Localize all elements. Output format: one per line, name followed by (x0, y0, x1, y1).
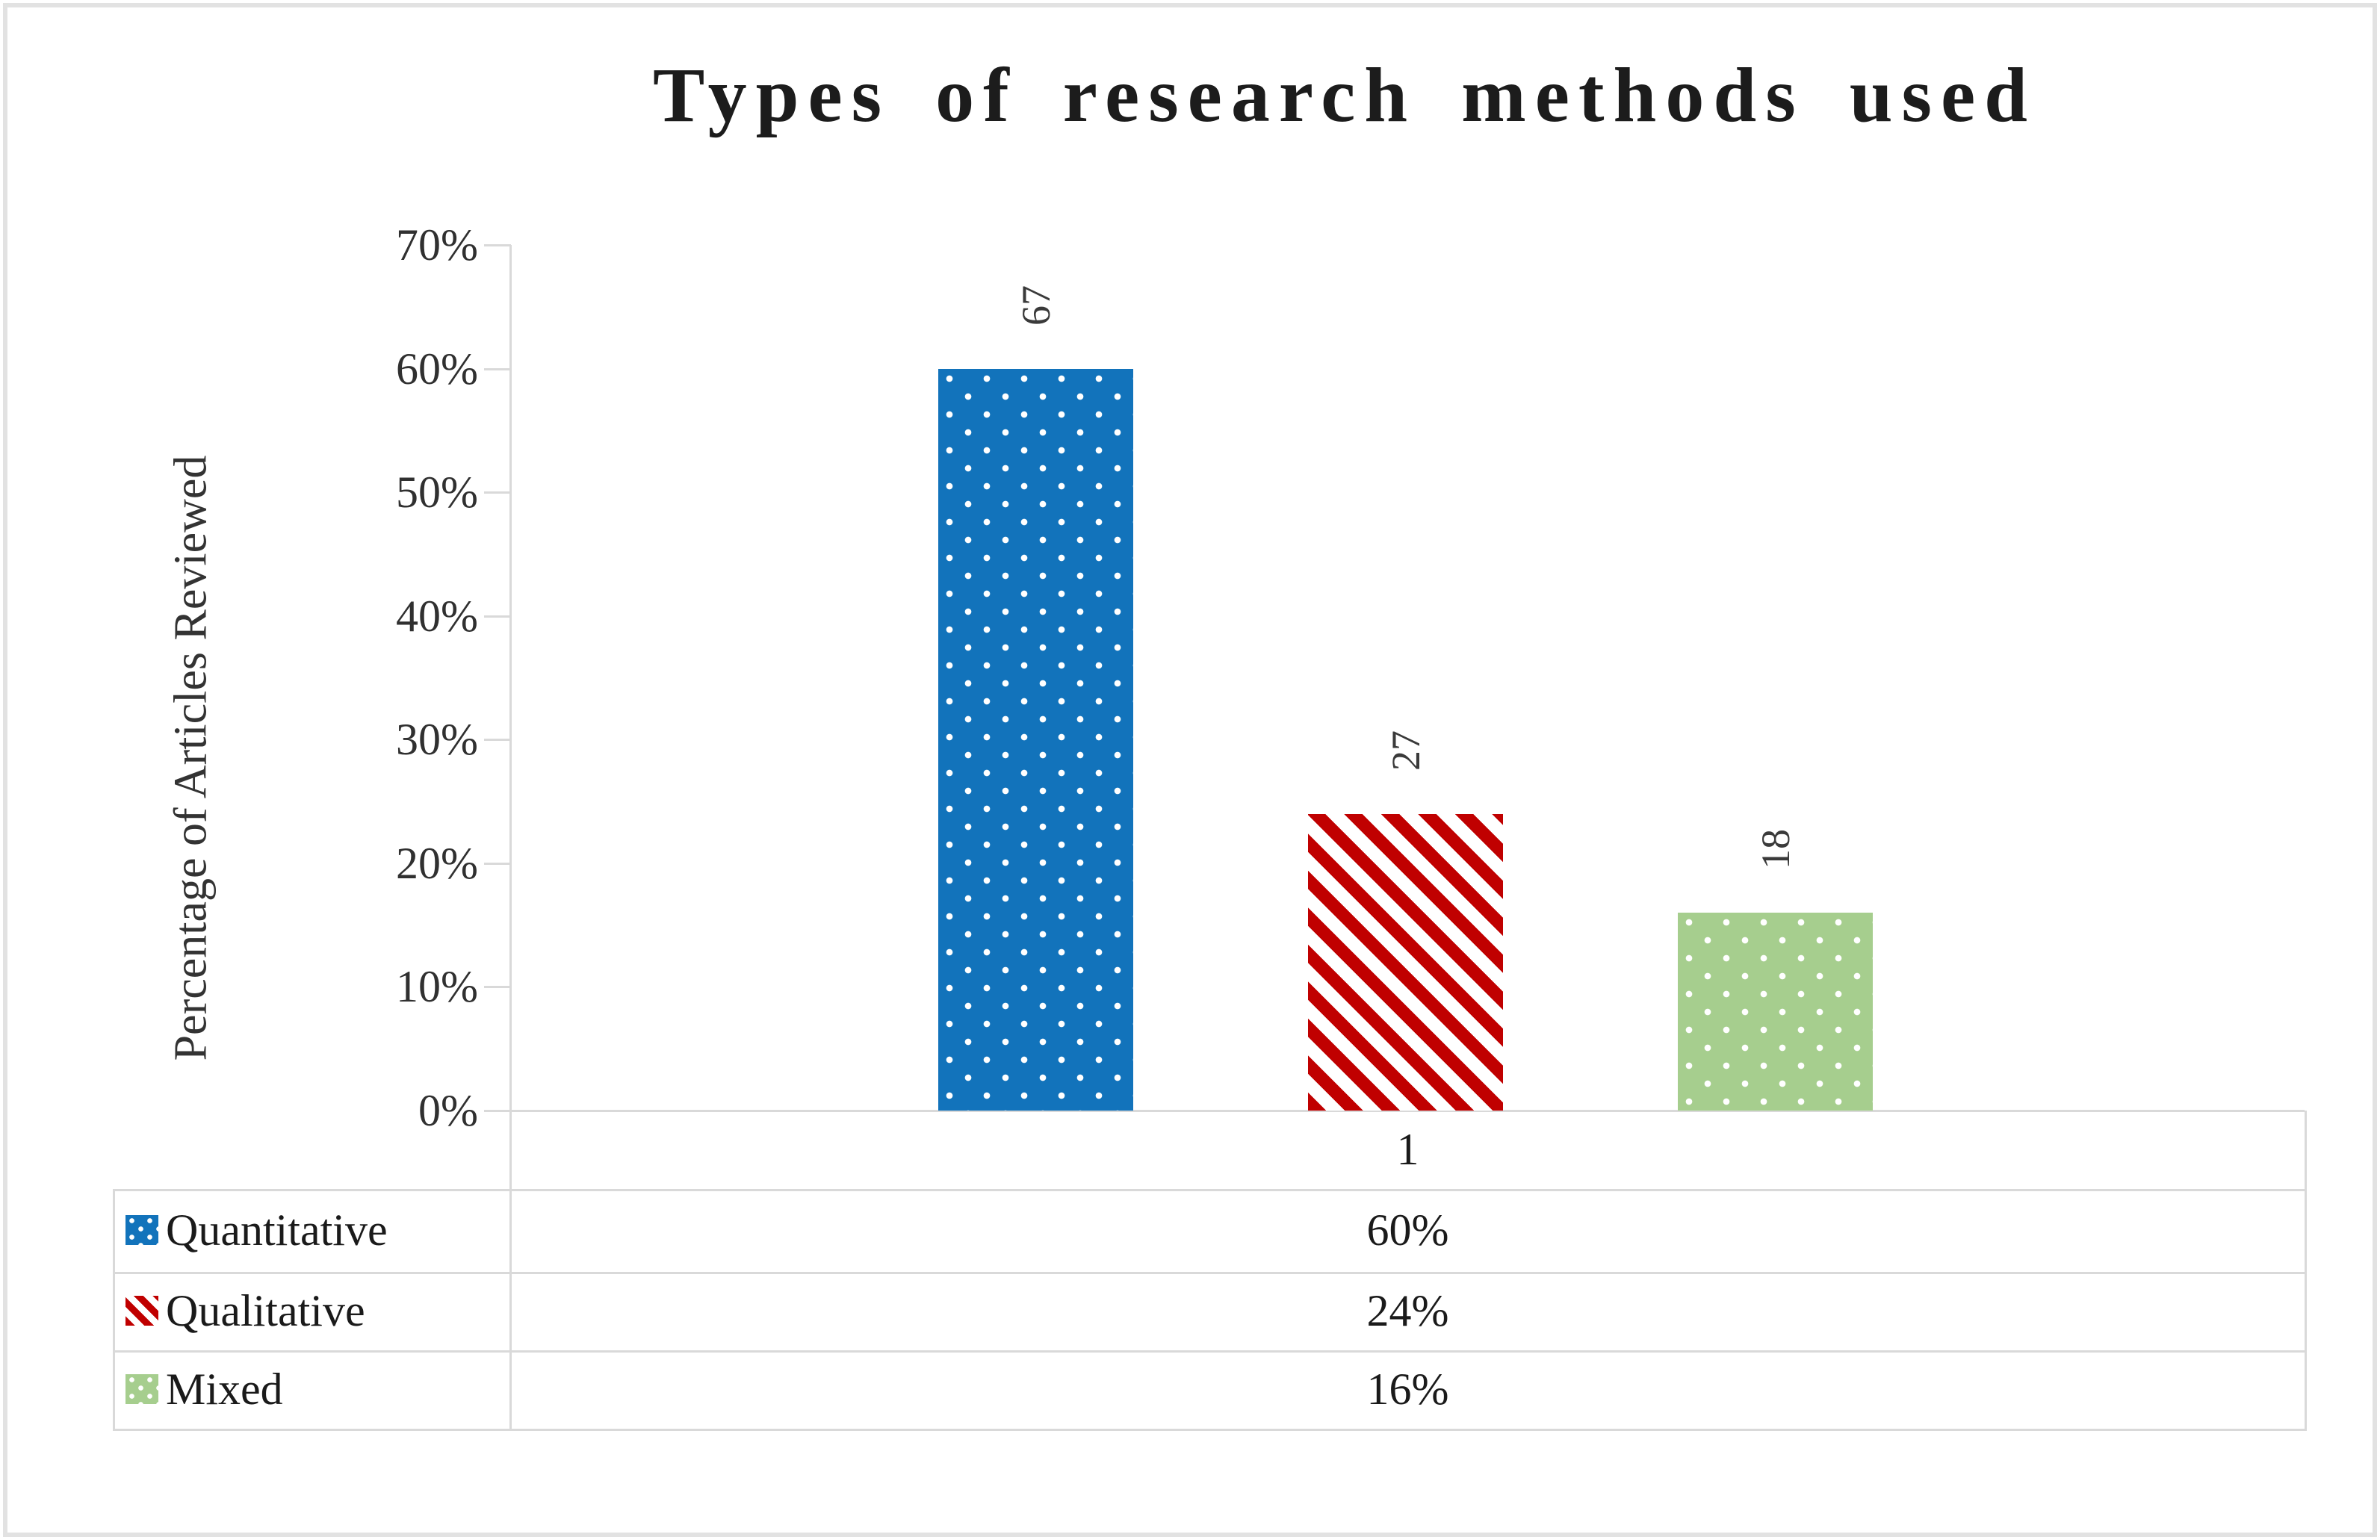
y-axis-tick-20 (484, 863, 511, 865)
x-axis-line (484, 1110, 2305, 1112)
y-axis-tick-60 (484, 368, 511, 370)
y-axis-tick-30 (484, 739, 511, 741)
table-line-row2 (113, 1350, 2307, 1353)
y-tick-label-50: 50% (396, 468, 478, 517)
legend-label-mixed: Mixed (166, 1364, 283, 1414)
chart-title: Types of research methods used (653, 52, 2036, 138)
y-tick-label-0: 0% (418, 1086, 478, 1135)
bar-quantitative (938, 369, 1133, 1111)
table-line-bottom (113, 1429, 2307, 1431)
y-tick-label-60: 60% (396, 344, 478, 394)
legend-key-quantitative (125, 1215, 158, 1245)
bar-mixed (1678, 913, 1873, 1111)
y-axis-line (509, 245, 512, 1429)
y-tick-label-70: 70% (396, 220, 478, 270)
y-axis-tick-50 (484, 491, 511, 494)
table-left-border (113, 1189, 115, 1431)
y-axis-tick-10 (484, 986, 511, 988)
y-tick-label-30: 30% (396, 715, 478, 764)
y-axis-tick-70 (484, 244, 511, 246)
bar-value-label-quantitative: 67 (1014, 285, 1059, 326)
legend-key-qualitative (125, 1296, 158, 1326)
y-tick-label-10: 10% (396, 962, 478, 1011)
bar-value-label-mixed: 18 (1753, 829, 1798, 869)
figure-border (3, 3, 2377, 1537)
bar-qualitative (1308, 814, 1503, 1111)
bar-value-label-qualitative: 27 (1383, 730, 1428, 771)
y-tick-label-20: 20% (396, 839, 478, 888)
table-line-top (113, 1189, 2307, 1191)
legend-key-mixed (125, 1374, 158, 1404)
table-value-qualitative: 24% (1366, 1286, 1449, 1335)
legend-label-qualitative: Qualitative (166, 1286, 365, 1335)
y-axis-tick-40 (484, 615, 511, 618)
y-tick-label-40: 40% (396, 592, 478, 641)
table-line-row1 (113, 1272, 2307, 1274)
table-value-mixed: 16% (1366, 1364, 1449, 1414)
y-axis-title: Percentage of Articles Reviewed (165, 455, 217, 1061)
legend-label-quantitative: Quantitative (166, 1205, 388, 1255)
category-axis-label: 1 (1396, 1125, 1419, 1174)
table-right-border (2305, 1111, 2307, 1431)
table-value-quantitative: 60% (1366, 1205, 1449, 1255)
